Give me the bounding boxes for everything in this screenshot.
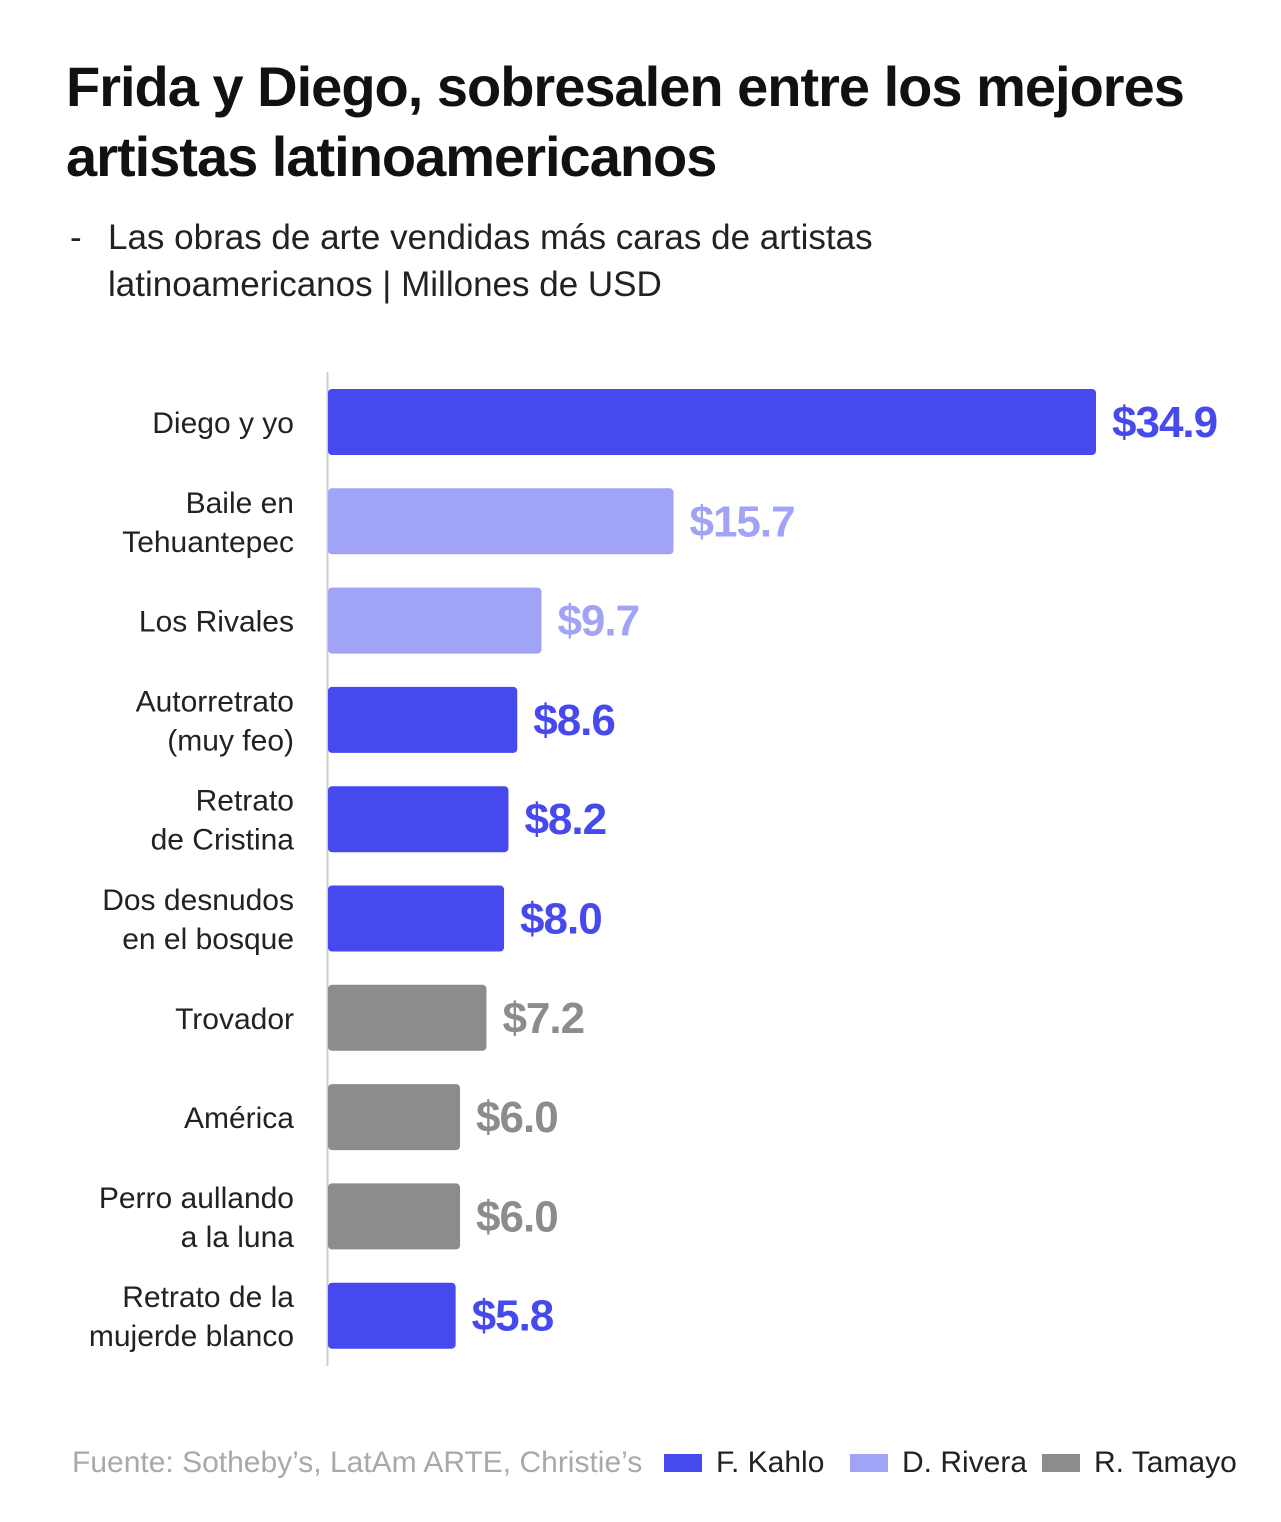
- bar: [328, 885, 505, 952]
- category-label-line: (muy feo): [167, 724, 294, 757]
- category-label-line: en el bosque: [122, 923, 294, 956]
- bar: [328, 984, 487, 1051]
- category-label-line: Trovador: [175, 1003, 294, 1036]
- legend-swatch-kahlo: [664, 1454, 702, 1472]
- category-label-line: Diego y yo: [152, 407, 294, 440]
- legend-swatch-tamayo: [1042, 1454, 1080, 1472]
- category-label: Autorretrato (muy feo): [136, 685, 294, 757]
- category-label: Retrato de la mujerde blanco: [89, 1281, 294, 1353]
- bar-value-label: $6.0: [476, 1192, 558, 1241]
- bar-value-label: $7.2: [502, 994, 584, 1043]
- category-label-line: Autorretrato: [136, 685, 294, 718]
- bar: [328, 1183, 461, 1250]
- category-label: Retrato de Cristina: [151, 785, 295, 857]
- legend-label-kahlo: F. Kahlo: [716, 1446, 825, 1479]
- bar: [328, 1282, 456, 1349]
- category-label: Dos desnudos en el bosque: [102, 884, 294, 956]
- category-label: América: [184, 1102, 294, 1135]
- category-label-line: Retrato de la: [122, 1281, 294, 1314]
- category-label-line: Baile en: [186, 487, 294, 520]
- category-label-line: Dos desnudos: [102, 884, 294, 917]
- bar-value-label: $5.8: [472, 1292, 554, 1341]
- subtitle-dash: -: [70, 218, 82, 257]
- category-label: Baile en Tehuantepec: [122, 487, 294, 559]
- subtitle-text: Las obras de arte vendidas más caras de …: [108, 218, 873, 304]
- bar: [328, 587, 542, 654]
- legend-label-rivera: D. Rivera: [902, 1446, 1028, 1479]
- bar-value-label: $9.7: [557, 597, 639, 646]
- category-label-line: Los Rivales: [139, 606, 294, 639]
- category-label: Trovador: [175, 1003, 294, 1036]
- category-label-line: de Cristina: [151, 824, 295, 857]
- bar-value-label: $8.0: [520, 895, 602, 944]
- bar-value-label: $15.7: [689, 497, 794, 546]
- bar-chart: $34.9 Diego y yo $15.7 Baile en Tehuantepec $…: [89, 372, 1218, 1366]
- category-label: Los Rivales: [139, 606, 294, 639]
- bar: [328, 1084, 461, 1151]
- bar: [328, 488, 674, 555]
- bar-value-label: $8.2: [524, 795, 606, 844]
- category-label: Diego y yo: [152, 407, 294, 440]
- legend-item-kahlo: F. Kahlo: [664, 1446, 824, 1480]
- chart-subtitle: - Las obras de arte vendidas más caras d…: [70, 214, 1030, 308]
- category-label: Perro aullando a la luna: [99, 1182, 294, 1254]
- legend-item-tamayo: R. Tamayo: [1042, 1446, 1237, 1480]
- bar: [328, 786, 509, 853]
- category-label-line: América: [184, 1102, 294, 1135]
- bar: [328, 686, 518, 753]
- source-note: Fuente: Sotheby’s, LatAm ARTE, Christie’…: [72, 1446, 643, 1479]
- chart-footer: Fuente: Sotheby’s, LatAm ARTE, Christie’…: [0, 1440, 1281, 1490]
- legend-swatch-rivera: [850, 1454, 888, 1472]
- category-label-line: a la luna: [181, 1221, 295, 1254]
- legend-label-tamayo: R. Tamayo: [1094, 1446, 1237, 1479]
- category-label-line: Tehuantepec: [122, 526, 294, 559]
- bar-value-label: $8.6: [533, 696, 615, 745]
- category-label-line: mujerde blanco: [89, 1320, 294, 1353]
- bar: [328, 389, 1096, 455]
- category-label-line: Retrato: [196, 785, 294, 818]
- bar-value-label: $6.0: [476, 1093, 558, 1142]
- legend-item-rivera: D. Rivera: [850, 1446, 1027, 1480]
- category-label-line: Perro aullando: [99, 1182, 294, 1215]
- chart-title: Frida y Diego, sobresalen entre los mejo…: [66, 55, 1185, 188]
- bar-value-label: $34.9: [1112, 398, 1217, 447]
